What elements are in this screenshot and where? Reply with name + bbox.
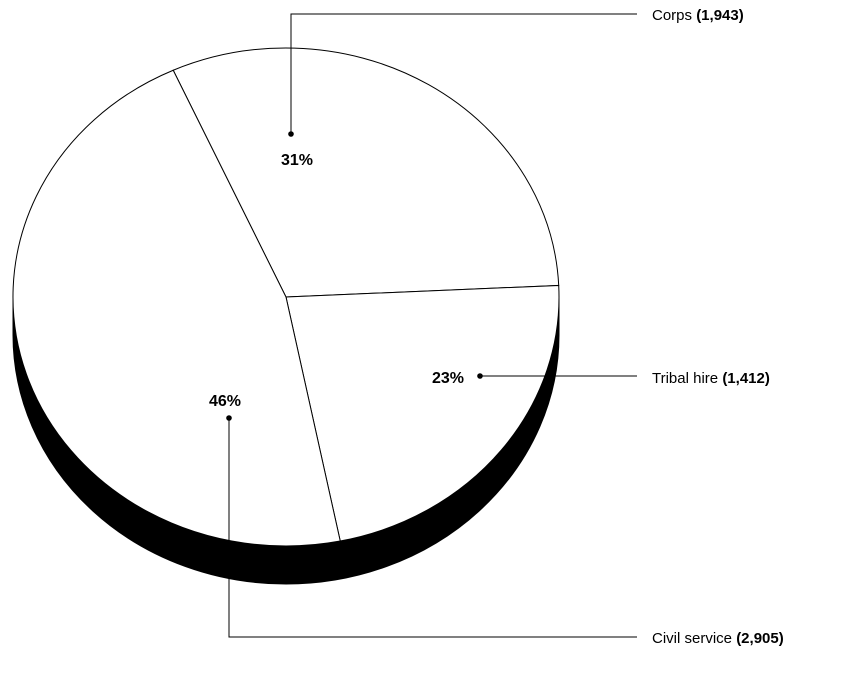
percent-label-civil-service: 46% <box>209 393 241 410</box>
slice-label-tribal-hire: Tribal hire (1,412) <box>652 370 770 387</box>
slice-label-corps: Corps (1,943) <box>652 7 744 24</box>
leader-dot-civil-service <box>226 415 232 421</box>
percent-label-tribal-hire: 23% <box>432 370 464 387</box>
leader-dot-corps <box>288 131 294 137</box>
pie-slice-tribal-hire <box>285 284 560 542</box>
pie-slice-corps <box>172 47 560 298</box>
leader-line-corps <box>290 13 637 134</box>
leader-line-civil-service <box>228 418 637 638</box>
slice-value-corps: (1,943) <box>696 7 744 24</box>
slice-value-tribal-hire: (1,412) <box>722 370 770 387</box>
slice-name-corps: Corps <box>652 7 696 24</box>
pie-slice-civil-service <box>12 69 341 547</box>
leader-dot-tribal-hire <box>477 373 483 379</box>
slice-value-civil-service: (2,905) <box>736 630 784 647</box>
slice-name-tribal-hire: Tribal hire <box>652 370 722 387</box>
percent-label-corps: 31% <box>281 152 313 169</box>
slice-name-civil-service: Civil service <box>652 630 736 647</box>
slice-label-civil-service: Civil service (2,905) <box>652 630 784 647</box>
